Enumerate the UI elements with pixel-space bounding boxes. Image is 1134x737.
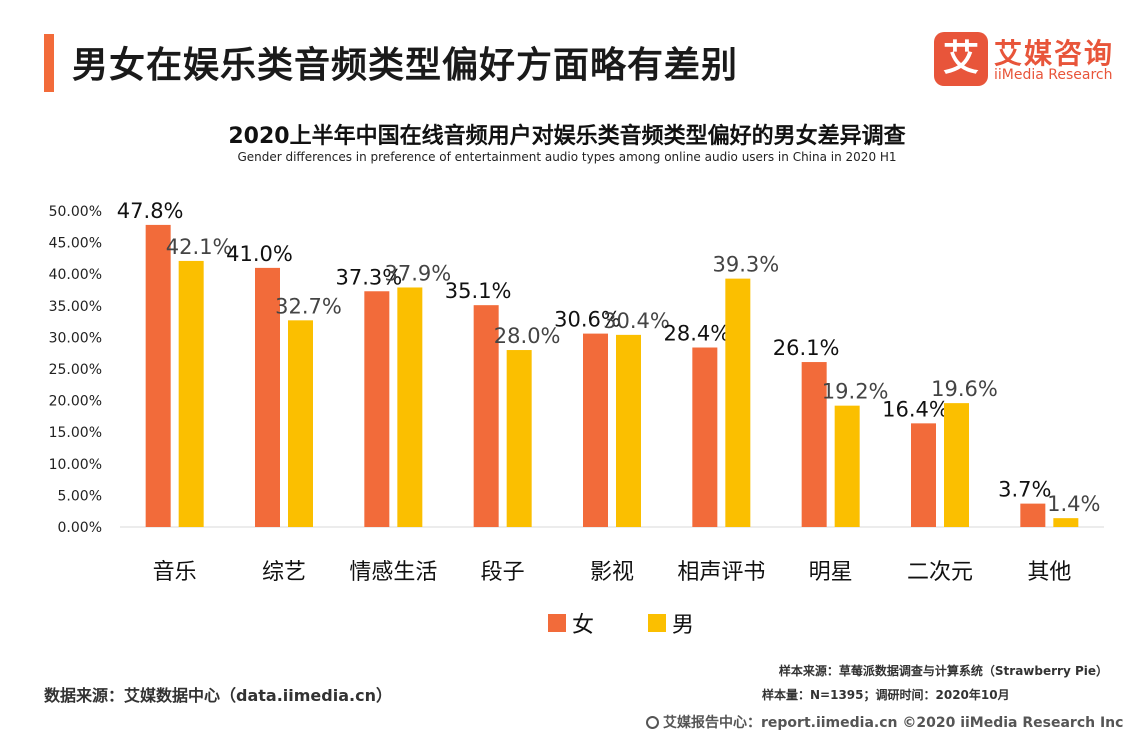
data-label: 30.4% [603,309,670,333]
data-label: 16.4% [882,397,949,421]
data-label: 32.7% [275,294,342,318]
globe-icon [646,716,659,729]
x-category-label: 综艺 [262,560,306,585]
x-category-label: 明星 [809,560,853,585]
y-tick-label: 5.00% [58,488,102,504]
y-tick-label: 15.00% [49,425,102,441]
y-tick-label: 45.00% [49,236,102,252]
sample-size: 样本量：N=1395；调研时间：2020年10月 [762,688,1010,702]
data-label: 47.8% [117,199,184,223]
data-label: 26.1% [773,336,840,360]
bar-male [178,260,204,527]
y-tick-label: 30.00% [49,330,102,346]
report-center-text: 艾媒报告中心：report.iimedia.cn ©2020 iiMedia R… [663,715,1124,731]
logo-mark-icon: 艾 [934,32,988,86]
data-label: 41.0% [226,242,293,266]
data-label: 28.0% [494,324,561,348]
y-tick-label: 50.00% [49,204,102,220]
data-label: 19.6% [931,377,998,401]
bar-chart: 0.00% 5.00% 10.00% 15.00% 20.00% 25.00% 30.00%… [49,199,1104,638]
bar-female [911,423,936,527]
data-label: 37.3% [335,265,402,289]
title-accent-bar [44,34,54,92]
bar-male [506,350,532,527]
x-category-label: 其他 [1027,560,1071,585]
data-label: 39.3% [712,253,779,277]
x-category-label: 情感生活 [349,560,437,585]
report-center-footer: 艾媒报告中心：report.iimedia.cn ©2020 iiMedia R… [646,712,1123,732]
brand-logo: 艾 艾媒咨询 iiMedia Research [934,32,1124,88]
bar-female [364,291,390,527]
bar-female [692,347,718,527]
bar-male [288,320,313,527]
bar-male [834,405,860,527]
data-label: 19.2% [822,380,889,404]
x-category-label: 二次元 [907,560,973,585]
bar-male [1053,518,1079,527]
y-tick-label: 35.00% [49,299,102,315]
data-label: 1.4% [1047,492,1100,516]
data-label: 3.7% [998,478,1051,502]
data-label: 28.4% [663,322,730,346]
logo-name-en: iiMedia Research [994,67,1113,83]
logo-name-cn: 艾媒咨询 [994,37,1115,70]
bar-female [255,267,280,527]
bar-female [1020,503,1046,527]
y-tick-label: 20.00% [49,394,102,410]
y-tick-label: 0.00% [58,520,102,536]
x-category-label: 段子 [481,560,525,585]
bar-male [397,287,423,527]
bar-male [944,403,969,527]
bar-female [145,224,171,527]
data-source: 数据来源：艾媒数据中心（data.iimedia.cn） [44,686,392,705]
legend-label: 男 [672,613,694,638]
bar-male [616,334,641,527]
data-label: 42.1% [166,235,233,259]
legend-label: 女 [572,613,594,638]
legend-swatch [548,614,566,632]
data-label: 37.9% [384,261,451,285]
data-label: 30.6% [554,308,621,332]
chart-title: 2020上半年中国在线音频用户对娱乐类音频类型偏好的男女差异调查 [228,124,906,149]
bar-male [725,278,751,527]
x-category-label: 音乐 [153,560,197,585]
chart-subtitle: Gender differences in preference of ente… [237,150,897,164]
y-tick-label: 40.00% [49,267,102,283]
legend-swatch [648,614,666,632]
y-tick-label: 10.00% [49,457,102,473]
bar-female [583,333,608,527]
x-category-label: 影视 [590,560,634,585]
x-category-label: 相声评书 [677,560,765,585]
data-label: 35.1% [445,279,512,303]
y-tick-label: 25.00% [49,362,102,378]
bar-female [473,305,499,527]
bar-female [801,362,827,527]
page-title: 男女在娱乐类音频类型偏好方面略有差别 [72,45,739,86]
sample-source: 样本来源：草莓派数据调查与计算系统（Strawberry Pie） [778,664,1108,678]
